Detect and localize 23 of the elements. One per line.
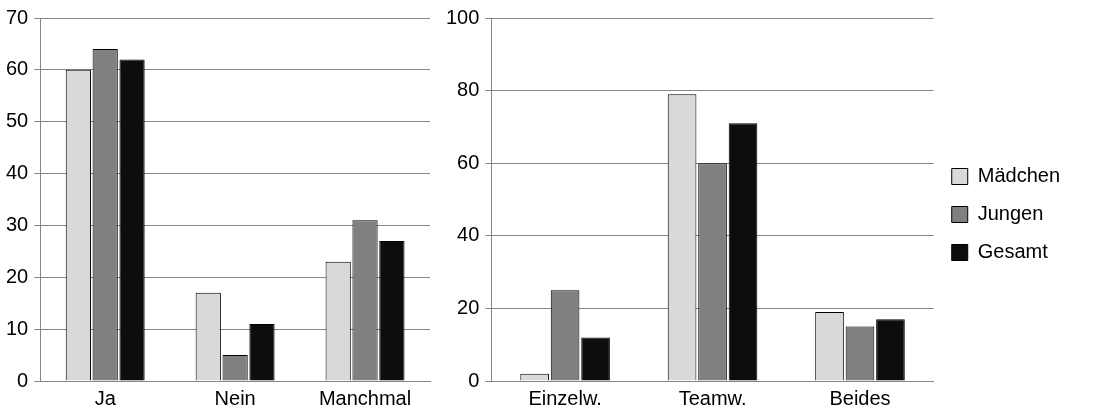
y-tick-label: 10	[6, 316, 29, 339]
y-tick-label: 30	[6, 212, 29, 235]
x-tick-label: Einzelw.	[528, 386, 602, 409]
x-tick-label: Ja	[94, 386, 117, 409]
x-tick-label: Manchmal	[318, 386, 412, 409]
y-tick-label: 0	[17, 368, 29, 391]
y-tick-label: 50	[6, 109, 29, 132]
y-tick-label: 70	[6, 5, 29, 28]
y-tick-label: 60	[457, 150, 480, 173]
y-tick-label: 40	[457, 223, 480, 246]
y-tick-label: 20	[6, 264, 29, 287]
y-tick-label: 100	[445, 5, 480, 28]
y-tick-label: 60	[6, 57, 29, 80]
legend-label: Gesamt	[977, 240, 1049, 263]
y-tick-label: 40	[6, 161, 29, 184]
y-tick-label: 20	[457, 295, 480, 318]
y-tick-label: 80	[457, 78, 480, 101]
x-tick-label: Teamw.	[678, 386, 747, 409]
x-tick-label: Nein	[214, 386, 256, 409]
x-tick-label: Beides	[829, 386, 891, 409]
legend-label: Jungen	[977, 202, 1044, 225]
y-tick-label: 0	[468, 368, 480, 391]
legend-label: Mädchen	[977, 164, 1061, 187]
